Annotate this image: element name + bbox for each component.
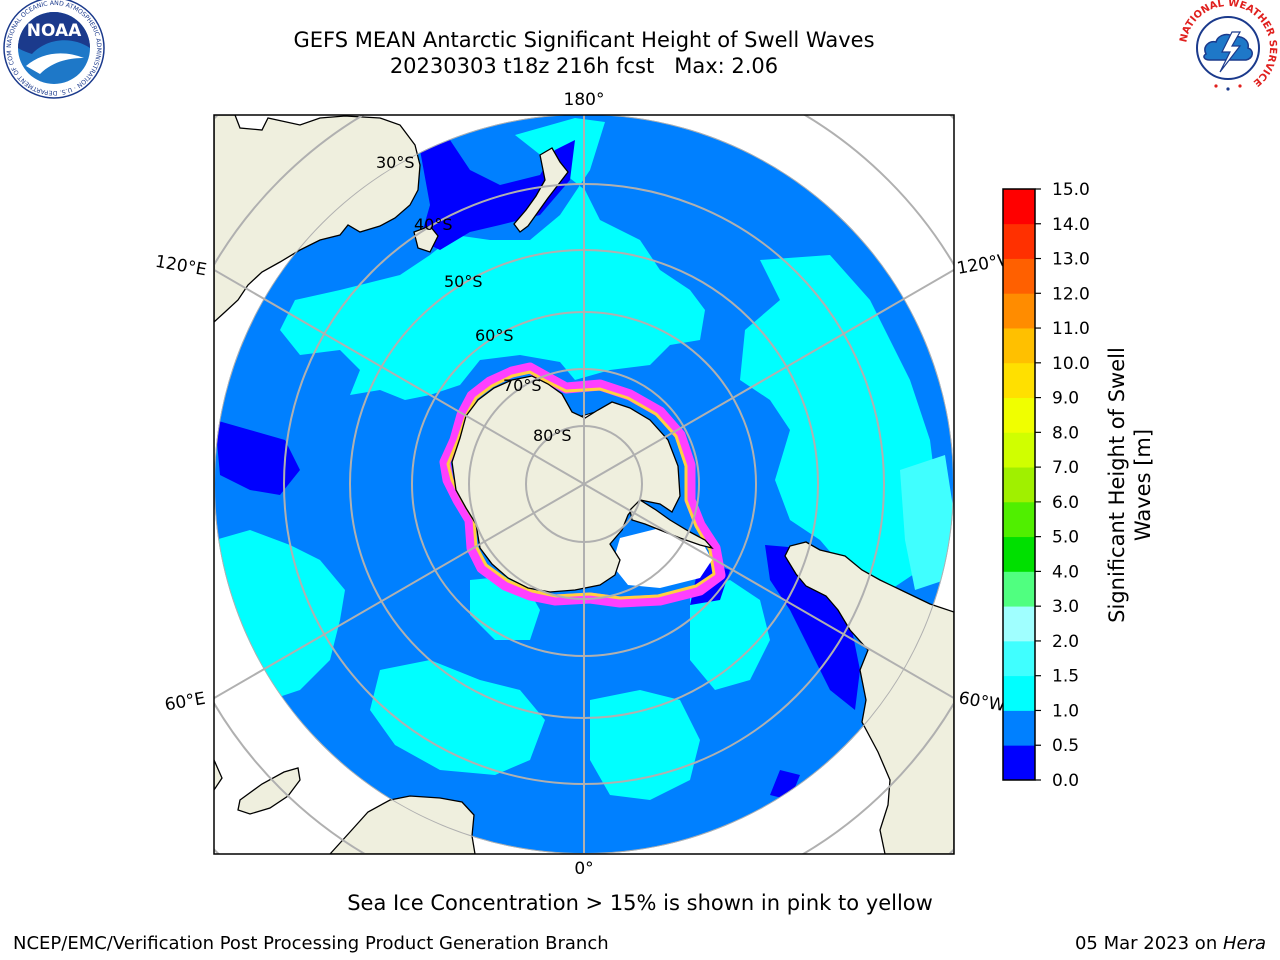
land-antarctica [451,375,681,593]
footer-credit: NCEP/EMC/Verification Post Processing Pr… [13,933,609,954]
colorbar-bin [1003,293,1035,329]
lat-label: 70°S [503,376,542,395]
meridian [214,483,585,700]
swell-low-region [420,140,575,250]
swell-high-region [740,255,940,590]
colorbar-tick-label: 9.0 [1052,389,1079,409]
colorbar [1003,189,1035,781]
colorbar-bin [1003,223,1035,259]
lon-label-bottom: 0° [574,859,593,879]
colorbar-bin [1003,571,1035,607]
colorbar-bin [1003,467,1035,503]
footer-host: Hera [1222,933,1266,954]
chart-title: GEFS MEAN Antarctic Significant Height o… [293,28,875,52]
swell-low-region [215,420,300,495]
colorbar-bin [1003,189,1035,225]
colorbar-bin [1003,536,1035,572]
colorbar-tick-label: 6.0 [1052,493,1079,513]
colorbar-tick-label: 10.0 [1052,354,1090,374]
sea-ice-rim [446,370,716,600]
meridians [214,115,954,854]
land-africa-edge [214,759,223,792]
swell-high-region [690,580,770,690]
meridian [214,268,585,485]
land-africa [329,795,476,854]
colorbar-tick-label: 7.0 [1052,458,1079,478]
colorbar-tick-label: 14.0 [1052,215,1090,235]
colorbar-bin [1003,640,1035,677]
land-madagascar [237,767,301,815]
colorbar-tick-label: 5.0 [1052,528,1079,548]
colorbar-bin [1003,328,1035,364]
land-antarctic-peninsula [629,499,714,550]
lon-label-upper-left: 120°E [154,252,208,281]
colorbar-bin [1003,675,1035,711]
colorbar-bin [1003,258,1035,294]
nws-logo: NATIONAL WEATHER SERVICE [1178,0,1278,98]
swell-high-region [280,118,705,400]
noaa-logo: NATIONAL OCEANIC AND ATMOSPHERIC ADMINIS… [2,0,105,99]
land-new-zealand [513,147,569,233]
colorbar-label-line2: Waves [m] [1131,429,1155,541]
lat-label: 30°S [376,153,415,172]
land-south-america [784,541,954,854]
colorbar-bin [1003,606,1035,642]
swell-regions [215,118,954,800]
colorbar-tick-label: 2.0 [1052,632,1079,652]
swell-high-region [370,660,545,775]
caption: Sea Ice Concentration > 15% is shown in … [0,891,1280,915]
colorbar-bin [1003,710,1035,746]
lon-label-lower-left: 60°E [163,689,207,716]
footer-date: 05 Mar 2023 on Hera [1075,933,1266,954]
lon-label-top: 180° [564,90,605,110]
colorbar-label-line1: Significant Height of Swell [1105,347,1129,623]
colorbar-tick-label: 4.0 [1052,562,1079,582]
lat-label: 80°S [533,426,572,445]
land-australia [214,115,421,323]
colorbar-bin [1003,432,1035,468]
colorbar-tick-label: 15.0 [1052,180,1090,200]
noaa-logo-text: NOAA [27,21,82,41]
latitude-labels: 30°S 40°S 50°S 60°S 70°S 80°S [376,153,572,445]
colorbar-tick-label: 1.5 [1052,667,1079,687]
colorbar-tick-label: 1.0 [1052,701,1079,721]
colorbar-ticks: 0.0 0.5 1.0 1.5 2.0 3.0 4.0 5.0 6.0 7.0 8.0 9.0 10.0… [1035,180,1090,791]
colorbar-frame [1002,188,1036,781]
sea-ice-rim [439,362,726,608]
swell-high-region [900,455,954,590]
chart-subtitle: 20230303 t18z 216h fcst Max: 2.06 [389,54,779,78]
lat-label: 50°S [444,272,483,291]
colorbar-bin [1003,745,1035,781]
footer-date-text: 05 Mar 2023 on [1074,933,1223,954]
swell-low-regions [215,140,860,800]
meridian [583,483,954,700]
colorbar-bin [1003,362,1035,398]
colorbar-tick-label: 0.5 [1052,736,1079,756]
colorbar-bin [1003,397,1035,433]
colorbar-tick-label: 13.0 [1052,250,1090,270]
colorbar-tick-label: 11.0 [1052,319,1090,339]
colorbar-tick-label: 12.0 [1052,284,1090,304]
lon-label-lower-right: 60°W [957,688,1007,716]
swell-high-region [590,690,700,800]
caption-text: Sea Ice Concentration > 15% is shown in … [347,891,933,915]
lat-label: 60°S [475,326,514,345]
lat-label: 40°S [414,215,453,234]
colorbar-tick-label: 0.0 [1052,771,1079,791]
colorbar-bin [1003,501,1035,538]
map-frame [213,114,955,855]
swell-low-region [765,545,860,710]
colorbar-tick-label: 8.0 [1052,423,1079,443]
colorbar-tick-label: 3.0 [1052,597,1079,617]
meridian [583,268,954,485]
